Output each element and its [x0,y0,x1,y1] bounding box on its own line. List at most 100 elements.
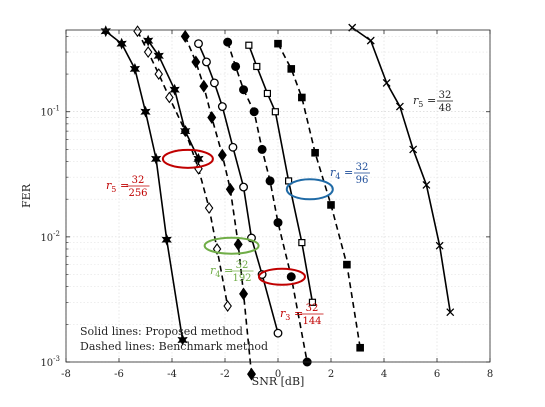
series-5-point-2 [239,85,249,95]
series-8-point-3 [395,102,404,111]
series-6-point-3 [271,108,279,116]
series-6-point-1 [253,62,261,71]
series-5-point-4 [257,144,267,154]
series-0-point-3 [140,105,151,118]
series-1-point-8 [223,300,232,312]
series-5-point-5 [265,176,275,186]
x-tick-label: -6 [114,369,124,380]
rate-denominator: 144 [302,316,321,327]
rate-annotation-1: r4 = 32 192 [210,260,254,284]
series-1-point-6 [204,202,214,214]
rate-annotation-3: r4 = 32 96 [330,162,370,186]
series-3-point-0 [180,29,190,43]
rate-numerator: 32 [236,260,249,271]
rate-annotation-0: r5 = 32 256 [106,175,150,199]
series-1-point-3 [165,91,174,104]
series-4-point-8 [273,328,283,338]
rate-equals: = [294,307,303,320]
rate-denominator: 96 [356,175,369,186]
rate-numerator: 32 [132,175,145,186]
rate-numerator: 32 [356,162,369,173]
series-0-point-2 [129,62,141,75]
series-3-point-6 [233,237,243,251]
series-7-point-2 [298,93,306,102]
series-line-8 [351,26,452,313]
highlight-ellipse-2 [257,267,306,286]
series-5-point-6 [273,218,283,228]
y-tick-label: 10-1 [40,105,60,119]
series-1-point-2 [154,68,164,81]
series-3-point-5 [225,182,235,196]
highlight-ellipse-3 [285,178,334,201]
highlight-ellipse-0 [161,148,214,169]
rate-equals: = [427,94,436,107]
series-4-point-3 [217,102,227,112]
series-4-point-0 [194,39,203,49]
x-tick-label: 8 [487,369,493,380]
rate-numerator: 32 [306,303,319,314]
series-0-point-5 [161,233,172,246]
series-5-point-3 [249,107,259,117]
series-7-point-3 [311,148,319,157]
x-tick-label: 4 [381,369,387,380]
series-7-point-4 [327,201,335,209]
rate-annotation-2: r3 = 32 144 [280,303,324,327]
series-6-point-0 [245,41,253,49]
series-8-point-2 [382,78,391,87]
x-axis-label: SNR [dB] [252,375,305,388]
series-3-point-3 [207,110,217,124]
series-2-point-4 [193,152,204,165]
series-4-point-1 [201,57,211,67]
series-2-point-1 [153,49,164,62]
series-2-point-2 [169,83,180,96]
series-5-point-1 [231,61,241,71]
series-3-point-2 [199,79,209,93]
rate-denominator: 256 [128,188,147,199]
rate-denominator: 192 [232,273,251,284]
series-6-point-6 [308,298,317,306]
series-0-point-0 [100,25,111,38]
series-2-point-0 [143,34,154,47]
series-3-point-7 [239,287,249,301]
series-1-point-1 [143,46,153,58]
series-4-point-2 [209,78,219,88]
rate-equals: = [224,264,233,277]
x-tick-label: 0 [275,369,281,380]
series-7-point-1 [287,65,296,73]
rate-equals: = [120,179,129,192]
x-tick-label: 2 [328,369,334,380]
series-1-point-0 [133,25,142,38]
series-0-point-1 [116,37,127,50]
rate-label: r4 [210,264,220,279]
highlight-ellipses [161,148,334,286]
series-0-point-6 [177,334,188,346]
series-3-point-4 [217,148,227,162]
y-tick-label: 10-2 [40,230,60,244]
highlight-ellipse-1 [203,236,260,255]
series-6-point-4 [285,177,293,185]
method-notes: Solid lines: Proposed method Dashed line… [80,325,268,353]
series-3-point-8 [247,367,256,381]
x-tick-label: -8 [61,369,71,380]
series-4-point-4 [228,142,238,152]
series-7-point-6 [356,343,364,352]
series-6-point-2 [263,89,271,98]
series-3-point-1 [191,55,201,69]
axis-ticks: -8 -6 -4 -2 0 2 4 6 8 10-3 10-2 10-1 [40,30,493,380]
series-4-point-5 [239,182,248,192]
series-8-point-1 [366,36,375,45]
rate-equals: = [344,166,353,179]
rate-numerator: 32 [439,90,452,101]
y-axis-label: FER [20,183,33,208]
series-2-point-3 [180,125,191,138]
series-5-point-0 [223,37,233,47]
series-8-point-4 [409,145,418,154]
note-dashed-lines: Dashed lines: Benchmark method [80,340,268,353]
rate-label: r3 [280,307,290,322]
x-tick-label: 6 [434,369,440,380]
rate-label: r5 [106,179,116,194]
rate-label: r4 [330,166,340,181]
rate-annotation-4: r5 = 32 48 [413,90,453,114]
series-5-point-7 [286,272,296,282]
